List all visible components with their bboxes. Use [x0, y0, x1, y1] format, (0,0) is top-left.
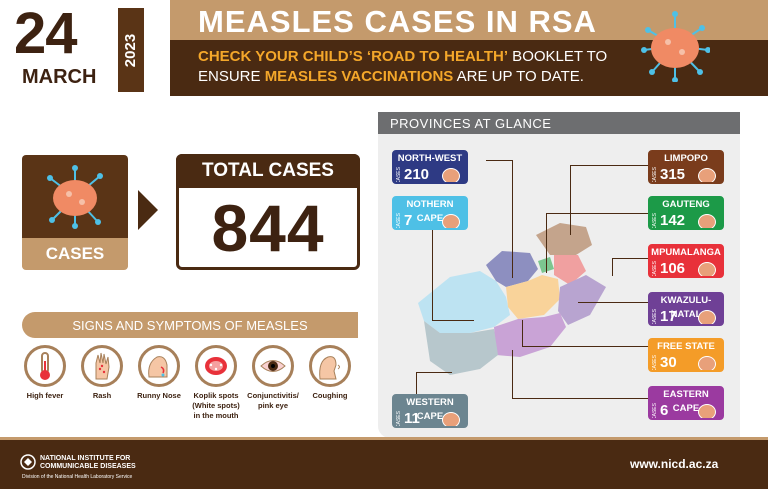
- connector-line: [578, 302, 648, 303]
- symptom-rash: Rash: [75, 345, 129, 401]
- virus-icon: [442, 412, 460, 426]
- virus-icon: [698, 262, 716, 276]
- province-kwazulu-natal: KWAZULU-NATAL CASES 17: [648, 292, 724, 326]
- website-link[interactable]: www.nicd.ac.za: [630, 457, 719, 471]
- province-gauteng: GAUTENG CASES 142: [648, 196, 724, 230]
- connector-line: [512, 160, 513, 278]
- subtitle-line-1: CHECK YOUR CHILD’S ‘ROAD TO HEALTH’ BOOK…: [198, 48, 608, 65]
- virus-icon: [641, 11, 710, 82]
- runny-nose-icon: [138, 345, 180, 387]
- symptom-high-fever: High fever: [18, 345, 72, 401]
- map-kwazulu-natal: [558, 275, 606, 325]
- symptom-coughing: Coughing: [303, 345, 357, 401]
- map-eastern-cape: [494, 313, 566, 357]
- connector-line: [416, 372, 417, 396]
- connector-line: [570, 165, 648, 166]
- symptom-runny-nose: Runny Nose: [132, 345, 186, 401]
- org-division: Division of the National Health Laborato…: [22, 474, 133, 480]
- symptom-koplik-spots: Koplik spots (White spots) in the mouth: [189, 345, 243, 421]
- arrow-right-icon: [138, 190, 158, 230]
- province-free-state: FREE STATE CASES 30: [648, 338, 724, 372]
- map-western-cape: [424, 321, 498, 375]
- provinces-heading: PROVINCES AT GLANCE: [378, 112, 740, 134]
- province-northern-cape: NOTHERN CAPE CASES 7: [392, 196, 468, 230]
- nicd-logo-icon: [20, 454, 36, 470]
- virus-icon: [698, 214, 716, 228]
- eye-icon: [252, 345, 294, 387]
- connector-line: [522, 346, 648, 347]
- footer: [0, 440, 768, 489]
- total-cases-label: TOTAL CASES: [176, 154, 360, 188]
- footer-divider: [0, 437, 768, 440]
- virus-icon: [442, 168, 460, 182]
- mouth-icon: [195, 345, 237, 387]
- virus-icon: [442, 214, 460, 228]
- symptom-pink-eye: Conjunctivitis/ pink eye: [246, 345, 300, 411]
- org-name-line-2: COMMUNICABLE DISEASES: [40, 463, 136, 470]
- connector-line: [570, 165, 571, 235]
- connector-line: [486, 160, 512, 161]
- connector-line: [512, 398, 648, 399]
- connector-line: [432, 320, 474, 321]
- province-north-west: NORTH-WEST CASES 210: [392, 150, 468, 184]
- date-month: MARCH: [22, 66, 97, 88]
- map-limpopo: [536, 223, 592, 255]
- connector-line: [546, 213, 547, 273]
- connector-line: [416, 372, 452, 373]
- province-limpopo: LIMPOPO CASES 315: [648, 150, 724, 184]
- connector-line: [432, 230, 433, 320]
- thermometer-icon: [24, 345, 66, 387]
- date-year: 2023: [122, 33, 140, 67]
- map-mpumalanga: [554, 255, 586, 285]
- connector-line: [522, 320, 523, 346]
- virus-icon: [698, 356, 716, 370]
- virus-icon: [698, 168, 716, 182]
- cases-label: CASES: [22, 238, 128, 270]
- virus-icon: [47, 165, 103, 229]
- connector-line: [512, 350, 513, 398]
- connector-line: [612, 258, 613, 276]
- total-cases-value: 844: [211, 191, 325, 265]
- virus-icon: [698, 310, 716, 324]
- map-northern-cape: [418, 271, 510, 333]
- date-day: 24: [14, 1, 78, 66]
- year-bar: [118, 8, 144, 92]
- connector-line: [612, 258, 648, 259]
- org-name-line-1: NATIONAL INSTITUTE FOR: [40, 455, 131, 462]
- south-africa-map: [418, 223, 606, 375]
- province-western-cape: WESTERN CAPE CASES 11: [392, 394, 468, 428]
- coughing-icon: [309, 345, 351, 387]
- virus-icon: [698, 404, 716, 418]
- province-eastern-cape: EASTERN CAPE CASES 6: [648, 386, 724, 420]
- map-free-state: [506, 275, 560, 319]
- connector-line: [546, 213, 648, 214]
- province-mpumalanga: MPUMALANGA CASES 106: [648, 244, 724, 278]
- rash-hand-icon: [81, 345, 123, 387]
- page-title: MEASLES CASES IN RSA: [198, 4, 597, 39]
- subtitle-line-2: ENSURE MEASLES VACCINATIONS ARE UP TO DA…: [198, 68, 584, 85]
- symptoms-heading: SIGNS AND SYMPTOMS OF MEASLES: [22, 312, 358, 338]
